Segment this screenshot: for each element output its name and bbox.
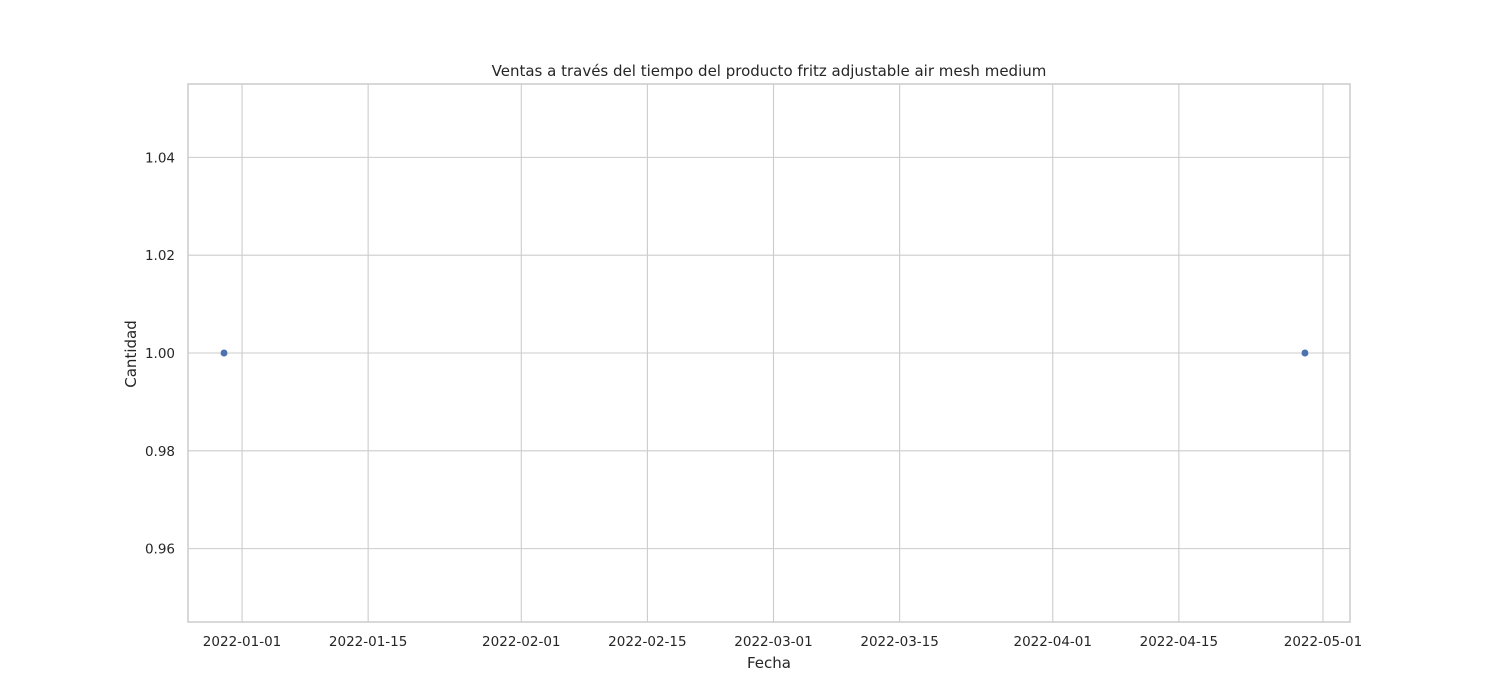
x-tick-label: 2022-04-15	[1140, 634, 1218, 650]
y-tick-label: 1.00	[145, 346, 175, 362]
y-gridlines	[188, 156, 1350, 550]
x-tick-label: 2022-04-01	[1014, 634, 1092, 650]
x-tick-label: 2022-03-15	[860, 634, 938, 650]
chart-title: Ventas a través del tiempo del producto …	[492, 62, 1047, 80]
y-tick-label: 0.98	[145, 444, 175, 460]
data-point	[1300, 348, 1310, 358]
x-tick-label: 2022-02-01	[482, 634, 560, 650]
y-tick-label: 1.04	[145, 150, 175, 166]
y-tick-labels: 0.96 0.98 1.00 1.02 1.04	[145, 150, 175, 557]
x-tick-label: 2022-03-01	[734, 634, 812, 650]
data-points	[219, 348, 1310, 358]
plot-frame	[187, 83, 1351, 623]
data-point	[219, 348, 229, 358]
y-axis-label: Cantidad	[122, 320, 140, 387]
x-tick-label: 2022-01-01	[203, 634, 281, 650]
x-tick-label: 2022-01-15	[329, 634, 407, 650]
x-tick-label: 2022-02-15	[608, 634, 686, 650]
x-tick-label: 2022-05-01	[1284, 634, 1362, 650]
y-tick-label: 0.96	[145, 542, 175, 558]
x-axis-label: Fecha	[747, 654, 791, 672]
y-tick-label: 1.02	[145, 248, 175, 264]
x-tick-labels: 2022-01-01 2022-01-15 2022-02-01 2022-02-15…	[203, 634, 1362, 650]
